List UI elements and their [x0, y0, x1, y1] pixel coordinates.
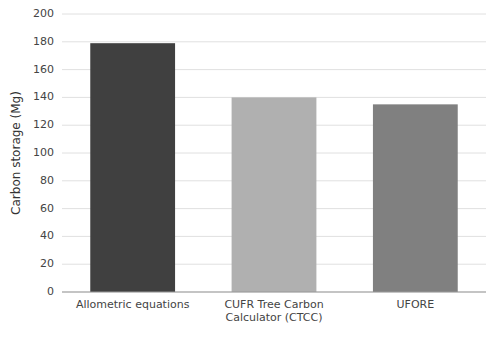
x-tick-label: Allometric equations: [76, 298, 190, 311]
y-tick-label: 80: [40, 174, 54, 187]
bar: [373, 104, 458, 292]
grid-line: [62, 292, 486, 293]
y-tick-label: 20: [40, 257, 54, 270]
y-axis-label: Carbon storage (Mg): [9, 91, 23, 215]
x-tick-label-line: UFORE: [397, 298, 435, 311]
y-tick-label: 0: [47, 285, 54, 298]
chart-container: 0 20 40 60 80 100 120 140 160 180 200 Allometric eq…: [0, 0, 500, 338]
x-axis-line: [62, 292, 486, 293]
y-tick-label: 100: [33, 146, 54, 159]
x-tick-label-line: Allometric equations: [76, 298, 190, 311]
x-ticks: Allometric equations CUFR Tree CarbonCalc…: [76, 298, 434, 324]
y-ticks: 0 20 40 60 80 100 120 140 160 180 200: [33, 7, 54, 298]
y-tick-label: 200: [33, 7, 54, 20]
bar: [232, 97, 317, 292]
y-tick-label: 160: [33, 63, 54, 76]
y-tick-label: 120: [33, 118, 54, 131]
bars: [90, 43, 457, 292]
bar: [90, 43, 175, 292]
y-tick-label: 60: [40, 202, 54, 215]
grid-line: [62, 14, 486, 15]
x-tick-label: UFORE: [397, 298, 435, 311]
grid-line: [62, 41, 486, 42]
grid: [62, 14, 486, 292]
y-tick-label: 40: [40, 229, 54, 242]
x-tick-label: CUFR Tree CarbonCalculator (CTCC): [224, 298, 323, 324]
x-tick-label-line: CUFR Tree Carbon: [224, 298, 323, 311]
chart-svg: 0 20 40 60 80 100 120 140 160 180 200 Allometric eq…: [0, 0, 500, 338]
x-tick-label-line: Calculator (CTCC): [225, 311, 322, 324]
y-tick-label: 140: [33, 90, 54, 103]
y-tick-label: 180: [33, 35, 54, 48]
